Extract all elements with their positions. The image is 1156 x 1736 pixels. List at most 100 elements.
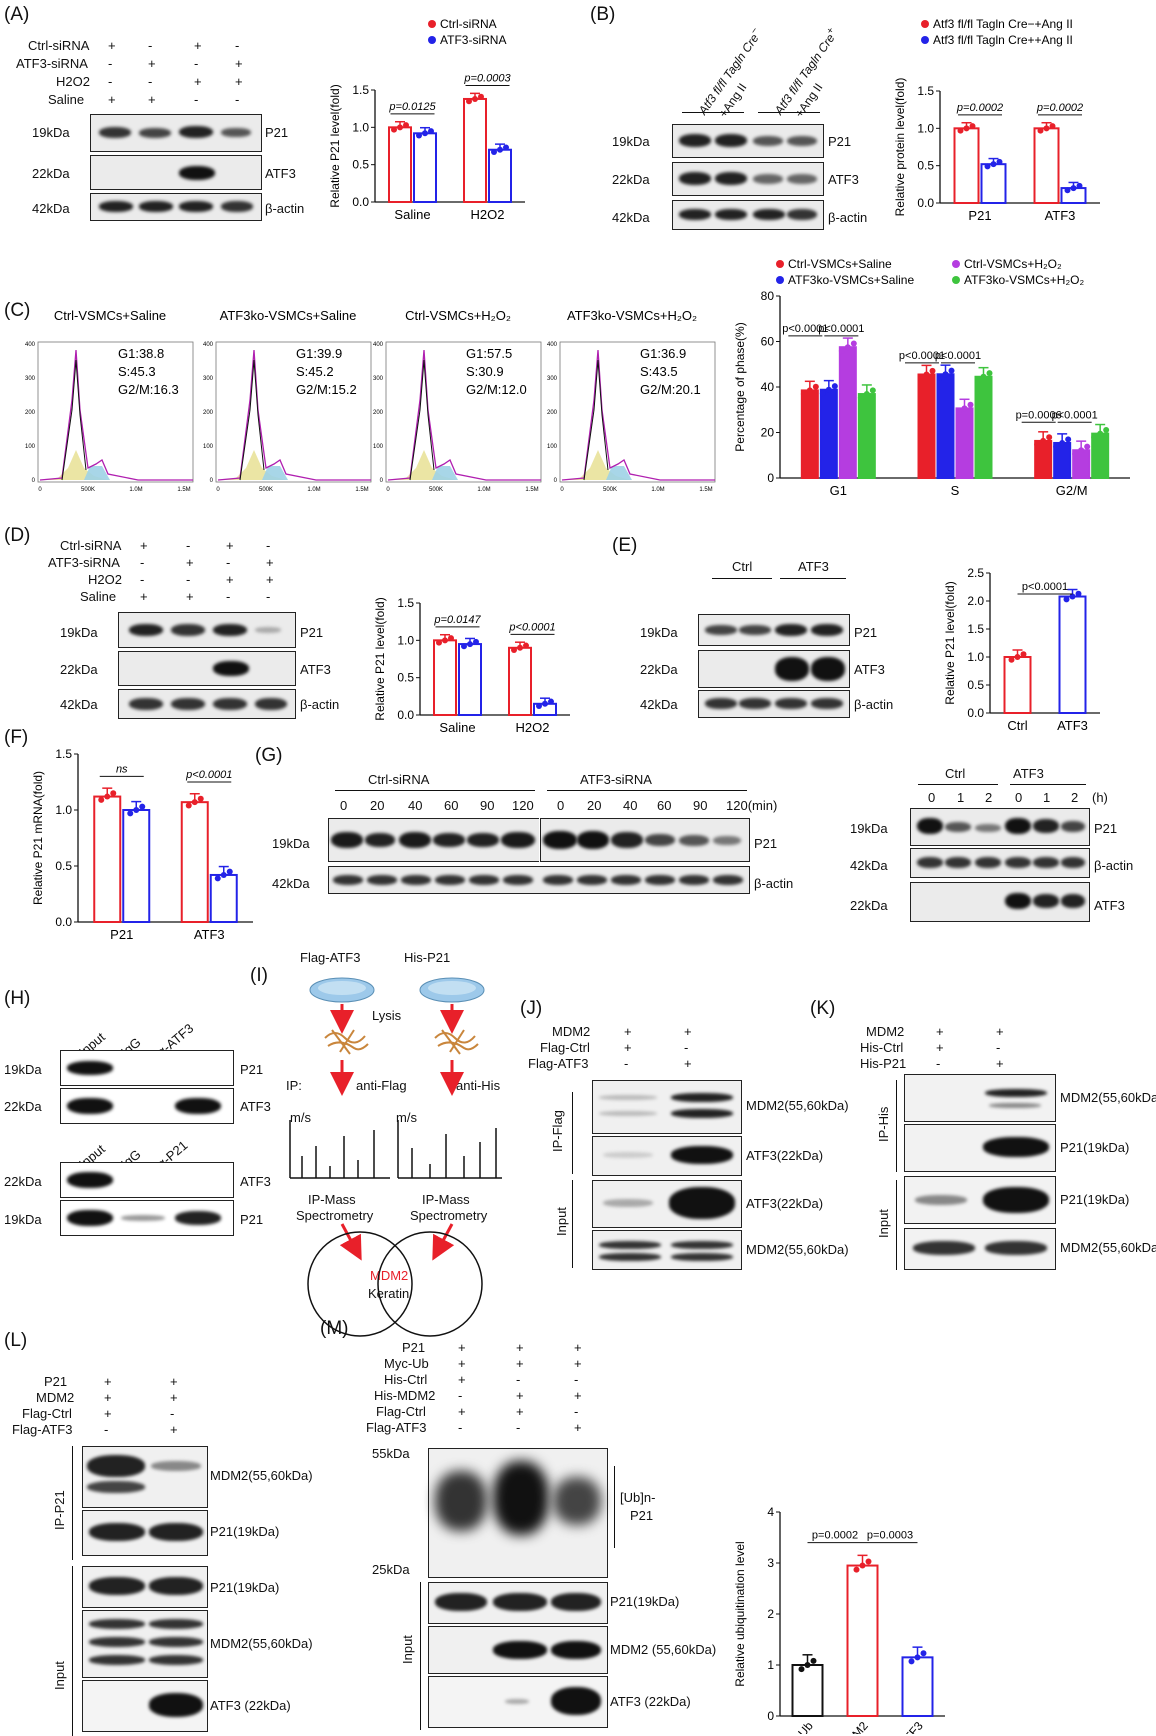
y-tick-label: 400: [373, 342, 384, 348]
sign: -: [108, 56, 113, 71]
sign: +: [266, 555, 274, 570]
g1-value: G1:57.5: [466, 346, 512, 361]
bar: [93, 795, 122, 923]
protein-label-p21: P21: [754, 836, 778, 851]
data-point: [461, 643, 467, 650]
venn-circle-left: [307, 1231, 413, 1337]
time-label: 20: [370, 798, 385, 813]
data-point: [133, 807, 140, 813]
y-tick-label: 1.0: [352, 120, 369, 134]
protein-label-p21: P21: [854, 625, 878, 640]
sign: -: [684, 1040, 689, 1055]
panel-label-e: (E): [612, 535, 638, 556]
g1-area: [40, 450, 108, 480]
panel-label-a: (A): [4, 4, 30, 25]
protein-label-actin: β-actin: [1094, 858, 1134, 873]
data-point: [511, 647, 517, 654]
sign: +: [574, 1420, 582, 1435]
x-tick-label: 1.5M: [525, 487, 538, 493]
blot-strip-p21-input: [82, 1566, 208, 1608]
protein-label-atf3: ATF3: [265, 166, 296, 181]
y-tick-label: 400: [203, 342, 214, 348]
panel-label-i: (I): [250, 965, 268, 986]
blot-strip-p21: [118, 612, 296, 648]
time-label: 0: [557, 798, 565, 813]
chart-c: 0 20 40 60 80 Percentage of phase(%) G1 S G2/M p<…: [733, 257, 1130, 498]
y-tick-label: 3: [767, 1556, 774, 1570]
y-tick-label: 80: [761, 289, 775, 303]
sign: +: [170, 1422, 178, 1437]
y-tick-label: 200: [373, 410, 384, 416]
data-point: [478, 93, 484, 100]
data-point: [503, 144, 509, 151]
data-point: [980, 373, 987, 380]
marker-19kda: 19kDa: [272, 836, 310, 851]
protein-label-actin: β-actin: [854, 697, 894, 712]
p-value-label: p<0.0001: [782, 323, 828, 335]
p-value-label: ns: [116, 763, 128, 775]
blot-strip-atf3: [910, 882, 1090, 922]
g1-value: G1:38.8: [118, 346, 164, 361]
data-point: [1078, 447, 1085, 454]
x-tick-label: 1.5M: [355, 487, 368, 493]
group-line: [758, 112, 820, 113]
blot-strip-actin: [698, 690, 850, 718]
spectrum-icon: [397, 1120, 502, 1179]
protein-label-mdm2: MDM2(55,60kDa): [1060, 1240, 1156, 1255]
bracket-line: [572, 1180, 573, 1268]
hour-label: 2: [1071, 790, 1079, 805]
data-point: [812, 383, 819, 390]
s-value: S:45.2: [296, 364, 334, 379]
data-point: [1091, 434, 1098, 441]
sign: +: [170, 1390, 178, 1405]
x-tick-label: Saline: [394, 207, 430, 222]
flow-plot-1: Ctrl-VSMCs+Saline 400 300 200 100 00 500K 1.0M 1…: [25, 308, 194, 493]
protein-label-atf3: ATF3: [854, 662, 885, 677]
sign: +: [936, 1040, 944, 1055]
sign: +: [186, 555, 194, 570]
chart-d: 0.0 0.5 1.0 1.5 Relative P21 level(fold) Sali…: [373, 596, 570, 735]
sign: +: [170, 1374, 178, 1389]
data-point: [1049, 123, 1056, 130]
label-ip: IP:: [286, 1078, 302, 1093]
bar: [209, 873, 238, 924]
sign: +: [684, 1024, 692, 1039]
blot-strip-p21: [910, 808, 1090, 846]
panel-label-c: (C): [4, 300, 31, 321]
data-point: [1072, 450, 1079, 457]
p-value-label: p=0.0003: [463, 73, 511, 85]
protein-label-p21: P21: [1094, 821, 1118, 836]
bar: [917, 373, 936, 479]
y-tick-label: 0.0: [397, 708, 414, 722]
x-tick-label: 0: [560, 487, 564, 493]
blot-strip-mdm2-input: [592, 1230, 742, 1270]
p-value-label: p=0.0006: [1016, 409, 1062, 421]
venn-circle-right: [377, 1231, 483, 1337]
data-point: [819, 390, 826, 397]
sign: -: [996, 1040, 1001, 1055]
blot-strip-p21-ip: [82, 1510, 208, 1556]
protein-label-actin: β-actin: [828, 210, 868, 225]
sign: -: [458, 1388, 463, 1403]
flow-plot-3: Ctrl-VSMCs+H₂O₂ 400 300 200 100 00 500K 1.0M 1.5…: [373, 308, 542, 493]
y-tick-label: 0.5: [352, 158, 369, 172]
s-value: S:43.5: [640, 364, 678, 379]
p-value-label: p<0.0001: [899, 350, 945, 362]
spectrum-icon: [289, 1120, 390, 1179]
marker-25kda: 25kDa: [372, 1562, 410, 1577]
fit-curve: [239, 359, 265, 481]
data-point: [1069, 593, 1076, 600]
data-point: [990, 161, 997, 168]
chart-m: 0 1 2 3 4 Relative ubiquitination level P21+Ub…: [733, 1505, 945, 1734]
protein-label-p21: P21: [265, 125, 289, 140]
data-point: [542, 700, 548, 707]
data-point: [844, 344, 851, 351]
y-tick-label: 0: [767, 1709, 774, 1723]
marker-22kda: 22kDa: [640, 662, 678, 677]
protein-label-p21: P21: [828, 134, 852, 149]
x-tick-label: G1: [830, 483, 847, 498]
legend-label: Atf3 fl/fl Tagln Cre++Ang II: [933, 33, 1073, 47]
blot-strip-p21-input: [904, 1176, 1056, 1224]
blot-strip-atf3-input: [82, 1680, 208, 1732]
g1-area: [388, 450, 456, 480]
